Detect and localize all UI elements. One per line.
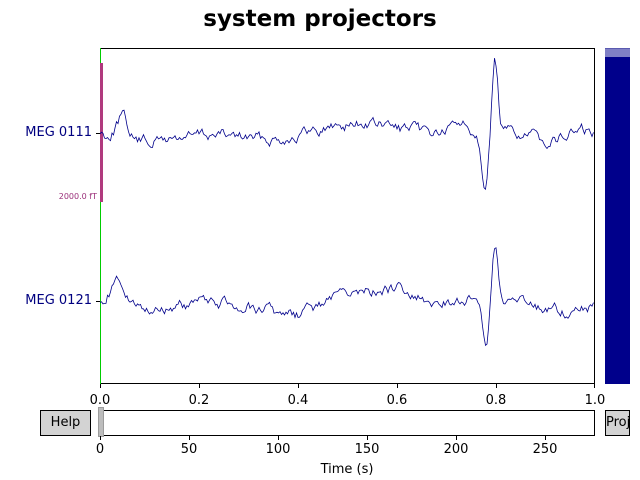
htick-mark [278,436,279,440]
time-axis-label: Time (s) [320,462,374,477]
xtick-mark [496,384,497,388]
channel-label-meg-0111[interactable]: MEG 0111 [25,125,92,140]
xtick-label: 1.0 [584,393,606,408]
htick-label: 250 [532,442,558,457]
htick-label: 200 [443,442,469,457]
htick-mark [456,436,457,440]
xtick-mark [397,384,398,388]
trace-meg-0111 [100,58,594,191]
htick-label: 0 [95,442,105,457]
xtick-label: 0.6 [386,393,408,408]
xtick-label: 0.8 [485,393,507,408]
htick-mark [367,436,368,440]
htick-label: 50 [180,442,198,457]
proj-button[interactable]: Proj [605,410,630,436]
help-button[interactable]: Help [40,410,91,436]
xtick-mark [298,384,299,388]
channel-label-meg-0121[interactable]: MEG 0121 [25,293,92,308]
figure-title: system projectors [203,6,437,32]
xtick-label: 0.2 [188,393,210,408]
htick-label: 150 [354,442,380,457]
xtick-mark [199,384,200,388]
ytick-mark [96,133,100,134]
htick-mark [100,436,101,440]
htick-mark [545,436,546,440]
htick-label: 100 [265,442,291,457]
ytick-mark [96,301,100,302]
channel-scrollbar-thumb[interactable] [605,48,630,57]
trace-meg-0121 [100,247,594,347]
channel-scrollbar[interactable] [605,48,630,384]
xtick-label: 0.0 [89,393,111,408]
xtick-mark [100,384,101,388]
xtick-mark [594,384,595,388]
time-scrollbar[interactable] [100,410,595,436]
plot-area[interactable] [100,48,595,384]
htick-mark [189,436,190,440]
xtick-label: 0.4 [287,393,309,408]
time-scrollbar-thumb[interactable] [98,407,104,437]
scale-bar-label: 2000.0 fT [58,192,97,201]
trace-canvas [100,48,594,384]
